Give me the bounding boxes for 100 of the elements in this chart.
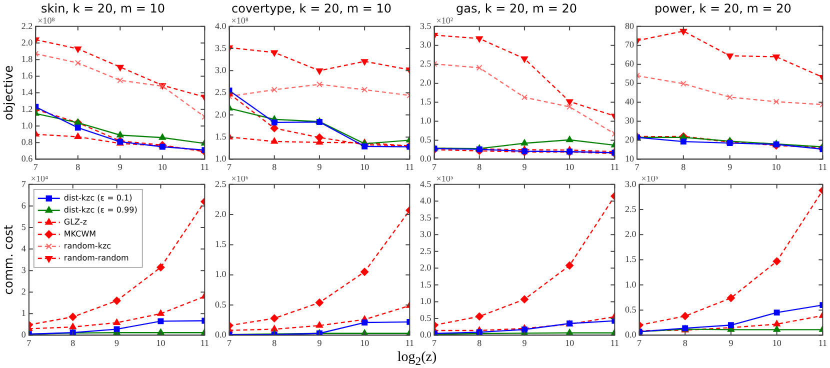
- x-tick-label: 10: [360, 338, 370, 348]
- y-tick-label: 4.0: [420, 196, 432, 206]
- y-tick-label: 2.0: [215, 208, 227, 219]
- x-tick-label: 11: [610, 338, 620, 348]
- x-tick-label: 9: [522, 338, 528, 348]
- x-tick-label: 11: [405, 338, 414, 348]
- y-tick-label: 50: [625, 78, 634, 88]
- y-tick-label: 60: [625, 58, 634, 69]
- x-tick-label: 8: [272, 338, 278, 348]
- y-tick-label: 3.5: [215, 42, 227, 53]
- y-tick-label: 1.0: [420, 116, 432, 126]
- legend-label: random-random: [64, 253, 130, 262]
- y-tick-label: 0.5: [420, 312, 432, 323]
- y-tick-label: 20: [625, 134, 634, 145]
- x-tick-label: 9: [118, 162, 123, 172]
- chart-title: power, k = 20, m = 20: [654, 1, 792, 16]
- y-tick-label: 0: [21, 330, 26, 340]
- y-tick-label: 2: [21, 286, 26, 296]
- y-tick-label: 0.0: [215, 330, 227, 340]
- y-tick-label: 2.0: [21, 37, 34, 48]
- legend-label: MKCWM: [64, 229, 96, 238]
- y-tick-label: 6: [21, 200, 26, 210]
- x-tick-label: 8: [70, 338, 76, 348]
- y-tick-label: 3: [21, 264, 26, 275]
- y-tick-label: 2.5: [625, 204, 637, 214]
- y-tick-label: 4.5: [420, 178, 432, 189]
- y-tick-label: 2.0: [420, 78, 432, 88]
- legend-label: random-kzc: [64, 241, 112, 250]
- legend-label: GLZ-z: [64, 217, 87, 226]
- y-tick-label: 3.0: [625, 178, 637, 189]
- y-tick-label: 1.0: [215, 269, 227, 280]
- y-tick-label: 1.0: [215, 154, 227, 164]
- chart-title: covertype, k = 20, m = 10: [232, 1, 392, 16]
- y-tick-label: 2.5: [420, 58, 432, 69]
- y-tick-label: 2.5: [215, 178, 227, 189]
- y-tick-label: 0.6: [21, 154, 34, 164]
- y-tick-label: 7: [21, 178, 26, 189]
- y-tick-label: 80: [625, 20, 634, 31]
- y-tick-label: 1.8: [21, 54, 34, 64]
- x-tick-label: 8: [681, 162, 686, 172]
- x-tick-label: 10: [565, 338, 575, 348]
- y-tick-label: 1: [21, 308, 26, 318]
- x-tick-label: 11: [818, 162, 828, 172]
- x-tick-label: 10: [156, 338, 166, 348]
- y-tick-label: 0.5: [625, 304, 637, 314]
- x-tick-label: 11: [818, 338, 828, 348]
- x-tick-label: 9: [317, 162, 322, 172]
- x-tick-label: 11: [200, 162, 210, 172]
- y-tick-label: 30: [625, 116, 634, 126]
- y-tick-label: 3.5: [420, 20, 432, 31]
- y-tick-label: 2.0: [420, 262, 432, 273]
- y-tick-label: 0.5: [215, 299, 227, 310]
- y-tick-label: 1.5: [215, 131, 227, 142]
- y-tick-label: 1.5: [420, 96, 432, 107]
- y-tick-label: 1.5: [215, 239, 227, 250]
- y-tick-label: 1.4: [21, 87, 34, 98]
- y-tick-label: 0.0: [625, 330, 637, 340]
- y-tick-label: 0.0: [420, 330, 432, 340]
- x-tick-label: 10: [158, 162, 168, 172]
- chart-title: gas, k = 20, m = 20: [456, 1, 578, 16]
- text: ×10⁸: [38, 15, 55, 26]
- y-tick-label: 3.0: [420, 229, 432, 240]
- y-tick-label: 5: [21, 222, 26, 232]
- y-tick-label: 4: [21, 243, 26, 254]
- y-axis-title: objective: [1, 65, 16, 120]
- x-tick-label: 9: [728, 162, 733, 172]
- y-tick-label: 1.0: [625, 279, 637, 290]
- x-tick-label: 10: [360, 162, 370, 172]
- chart-title: skin, k = 20, m = 10: [41, 1, 165, 16]
- y-tick-label: 3.5: [420, 212, 432, 222]
- y-tick-label: 3.0: [215, 65, 227, 76]
- x-tick-label: 9: [522, 162, 528, 172]
- text: ×10⁸: [231, 15, 248, 26]
- text: ×10²: [436, 15, 454, 26]
- y-tick-label: 0.8: [21, 136, 34, 147]
- x-tick-label: 8: [477, 162, 482, 172]
- y-tick-label: 1.0: [21, 120, 34, 130]
- x-tick-label: 10: [772, 162, 782, 172]
- x-tick-label: 11: [200, 338, 210, 348]
- y-tick-label: 3.0: [420, 40, 432, 50]
- x-tick-label: 8: [477, 338, 482, 348]
- y-tick-label: 40: [625, 96, 634, 107]
- y-tick-label: 2.0: [215, 109, 227, 120]
- legend-label: dist-kzc (ε = 0.99): [64, 205, 138, 214]
- x-tick-label: 8: [272, 162, 278, 172]
- y-tick-label: 2.0: [625, 229, 637, 240]
- x-tick-label: 10: [565, 162, 575, 172]
- x-tick-label: 10: [772, 338, 782, 348]
- y-tick-label: 0.5: [420, 134, 432, 145]
- y-tick-label: 1.5: [420, 279, 432, 290]
- y-tick-label: 2.2: [21, 20, 33, 31]
- y-tick-label: 10: [625, 154, 634, 164]
- x-tick-label: 8: [682, 338, 688, 348]
- y-tick-label: 1.2: [21, 104, 33, 114]
- y-tick-label: 70: [625, 40, 634, 50]
- x-tick-label: 9: [728, 338, 734, 348]
- x-tick-label: 8: [76, 162, 81, 172]
- y-tick-label: 1.0: [420, 296, 432, 306]
- y-axis-title: comm. cost: [1, 224, 16, 295]
- legend-label: dist-kzc (ε = 0.1): [64, 193, 132, 202]
